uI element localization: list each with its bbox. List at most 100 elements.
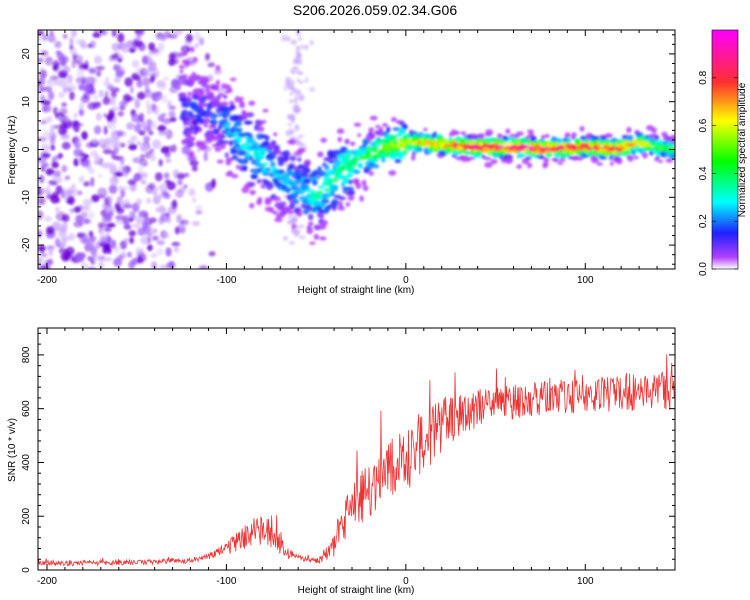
spectrogram-noise-blob — [150, 153, 156, 162]
spectrogram-noise-blob — [287, 214, 291, 219]
spectrogram-noise-blob — [205, 53, 210, 61]
spectrogram-noise-blob — [75, 214, 84, 223]
spectrogram-noise-blob — [117, 164, 128, 174]
spectrogram-signal-blob — [375, 124, 381, 129]
spectrogram-noise-blob — [67, 232, 76, 241]
spectrogram-noise-blob — [166, 261, 176, 269]
spectrogram-noise-blob — [75, 77, 82, 84]
spectrogram-noise-blob — [134, 123, 142, 133]
spectrogram-noise-blob — [157, 130, 167, 136]
spectrogram-noise-blob — [70, 255, 77, 263]
spectrogram-signal-blob — [184, 127, 192, 132]
spectrogram-signal-blob — [408, 144, 413, 152]
snr-x-tick-label: 0 — [403, 576, 409, 587]
spectrogram-noise-blob — [58, 228, 67, 238]
spectrogram-noise-blob — [110, 91, 117, 99]
spectrogram-signal-blob — [476, 150, 484, 155]
spectrogram-noise-blob — [98, 173, 103, 179]
spectrogram-signal-blob — [189, 150, 195, 156]
spectrogram-noise-blob — [98, 260, 104, 269]
spectrogram-noise-blob — [168, 53, 176, 61]
spectrogram-noise-blob — [91, 138, 99, 144]
spectrogram-noise-blob — [151, 121, 157, 130]
spectrogram-signal-blob — [208, 95, 217, 101]
spectrogram-signal-blob — [195, 140, 203, 147]
spectrogram-signal-blob — [386, 126, 391, 133]
spectrogram-signal-blob — [226, 170, 234, 175]
spectrogram-signal-blob — [252, 142, 260, 146]
spectrogram-noise-blob — [168, 110, 176, 118]
spectrogram-noise-blob — [56, 52, 65, 60]
spectrogram-noise-blob — [116, 130, 124, 137]
spectrogram-signal-blob — [544, 134, 550, 138]
spectrogram-signal-blob — [218, 123, 223, 130]
spectrogram-noise-blob — [163, 172, 170, 179]
spectrogram-noise-blob — [167, 100, 172, 110]
spectrogram-signal-blob — [427, 134, 432, 141]
spectrogram-noise-blob — [93, 77, 99, 84]
spectrogram-signal-blob — [368, 127, 375, 133]
spectrogram-noise-blob — [38, 210, 44, 220]
spectrogram-noise-blob — [158, 204, 165, 214]
spectrogram-signal-blob — [358, 163, 364, 169]
spectrogram-signal-blob — [285, 187, 292, 192]
spectrogram-signal-blob — [202, 118, 211, 123]
spectrogram-noise-blob — [168, 33, 178, 39]
spectrogram-signal-blob — [592, 135, 600, 142]
spectrogram-noise-blob — [132, 38, 138, 48]
spectrogram-noise-blob — [131, 211, 136, 221]
spectrogram-noise-blob — [143, 135, 150, 143]
spectrogram-noise-blob — [124, 237, 129, 245]
spectrogram-noise-blob — [109, 176, 119, 186]
spectrogram-signal-blob — [359, 155, 366, 160]
spectrogram-noise-blob — [52, 106, 58, 115]
spectrogram-noise-blob — [107, 222, 116, 228]
spectrogram-signal-blob — [296, 211, 303, 217]
spectrogram-signal-blob — [185, 131, 192, 136]
snr-y-axis-label: SNR (10 * v/v) — [7, 418, 18, 482]
spectrogram-signal-blob — [604, 133, 613, 139]
spectrogram-noise-blob — [106, 206, 116, 214]
spectrogram-noise-blob — [176, 172, 186, 180]
spectrogram-signal-blob — [368, 171, 374, 176]
spectrogram-signal-blob — [212, 127, 220, 135]
spectrogram-noise-blob — [147, 236, 152, 244]
spectrogram-noise-blob — [41, 50, 49, 57]
spectrogram-noise-blob — [156, 80, 166, 88]
snr-plot-area — [38, 328, 675, 570]
spectrogram-noise-blob — [95, 65, 105, 71]
spectrogram-noise-blob — [300, 44, 304, 50]
spectrogram-noise-blob — [78, 108, 85, 117]
snr-y-tick-label: 200 — [21, 507, 32, 524]
spectrogram-noise-blob — [289, 69, 297, 74]
spectrogram-signal-blob — [331, 198, 339, 206]
spectrogram-signal-blob — [182, 79, 190, 86]
spectrogram-signal-blob — [264, 197, 273, 203]
spectrogram-noise-blob — [214, 68, 222, 75]
spectrogram-signal-blob — [571, 132, 577, 138]
spectrogram-noise-blob — [42, 130, 52, 140]
spectrogram-noise-blob — [41, 146, 51, 154]
spectrogram-noise-blob — [41, 100, 52, 105]
spectrogram-signal-blob — [503, 140, 508, 146]
spectrogram-signal-blob — [328, 159, 336, 164]
spectrogram-noise-blob — [62, 116, 71, 122]
spectrogram-signal-blob — [294, 191, 299, 198]
spectrogram-signal-blob — [335, 160, 343, 167]
spectrogram-noise-blob — [95, 70, 102, 77]
spectrogram-noise-blob — [158, 217, 165, 225]
spectrogram-noise-blob — [104, 196, 109, 206]
spectrogram-noise-blob — [127, 251, 132, 258]
snr-frame — [37, 327, 676, 571]
spectrogram-signal-blob — [270, 140, 277, 146]
spectrogram-noise-blob — [119, 142, 126, 148]
spectrogram-noise-blob — [41, 188, 49, 194]
spectrogram-noise-blob — [289, 241, 295, 245]
spectrogram-noise-blob — [111, 43, 121, 51]
spectrogram-noise-blob — [98, 232, 108, 242]
spectrogram-signal-blob — [665, 158, 673, 163]
spectrogram-signal-blob — [609, 161, 615, 166]
spectrogram-noise-blob — [52, 60, 60, 69]
spectrogram-signal-blob — [203, 121, 209, 128]
